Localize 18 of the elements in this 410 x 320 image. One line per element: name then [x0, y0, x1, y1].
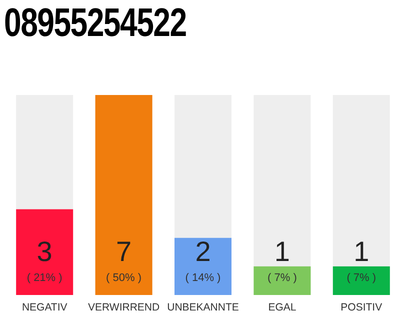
data-label: 1	[274, 236, 290, 267]
x-tick-label: UNBEKANNTE	[167, 301, 239, 314]
data-label: 3	[36, 236, 52, 267]
x-tick-label: POSITIV	[340, 301, 382, 314]
bar	[254, 266, 311, 295]
annotation: ( 7% )	[268, 272, 297, 284]
x-tick-label: VERWIRREND	[88, 301, 160, 314]
annotation: ( 14% )	[185, 272, 221, 284]
chart-title: 08955254522	[4, 0, 186, 46]
annotation: ( 21% )	[26, 272, 62, 284]
data-label: 7	[116, 236, 132, 267]
x-tick-label: EGAL	[268, 301, 296, 314]
x-tick-label: NEGATIV	[22, 301, 68, 314]
annotation: ( 50% )	[106, 272, 142, 284]
data-label: 2	[195, 236, 211, 267]
bar	[332, 266, 390, 295]
data-label: 1	[354, 236, 370, 267]
annotation: ( 7% )	[346, 272, 376, 284]
